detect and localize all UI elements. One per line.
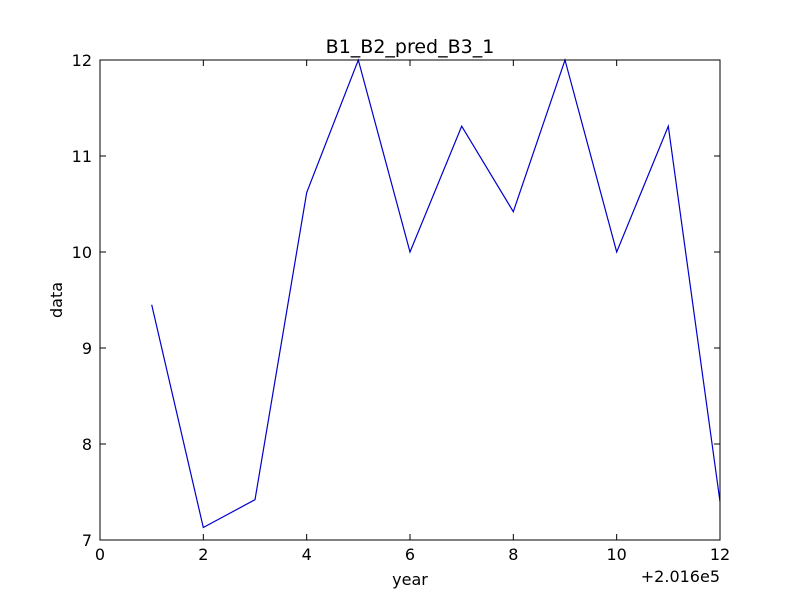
y-tick-label: 12 <box>72 51 92 70</box>
x-tick-label: 0 <box>95 545 105 564</box>
x-tick-label: 10 <box>606 545 626 564</box>
plot-frame <box>99 59 721 541</box>
y-tick-label: 11 <box>72 147 92 166</box>
x-offset-label: +2.016e5 <box>641 567 720 586</box>
y-tick-label: 10 <box>72 243 92 262</box>
x-tick-label: 6 <box>405 545 415 564</box>
x-tick-label: 2 <box>198 545 208 564</box>
y-axis-label: data <box>47 282 66 318</box>
plot-area <box>100 60 720 540</box>
series-layer <box>151 57 721 529</box>
series-line <box>151 57 721 529</box>
y-tick-label: 9 <box>82 339 92 358</box>
x-tick-label: 4 <box>302 545 312 564</box>
y-tick-label: 7 <box>82 531 92 550</box>
x-tick-label: 12 <box>710 545 730 564</box>
x-tick-label: 8 <box>508 545 518 564</box>
x-axis-label: year <box>392 570 428 589</box>
y-tick-label: 8 <box>82 435 92 454</box>
chart-title: B1_B2_pred_B3_1 <box>326 36 495 58</box>
axis-ticks: 0 2 4 6 8 10 12 7 8 9 10 11 12 <box>72 51 731 564</box>
